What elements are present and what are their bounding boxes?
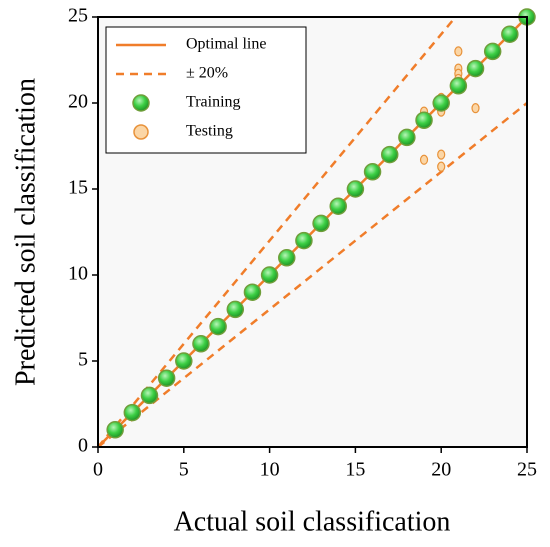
x-tick-label: 5 <box>179 459 189 481</box>
training-point <box>140 386 159 405</box>
x-tick-label: 10 <box>260 459 280 481</box>
training-point <box>295 231 313 250</box>
training-point <box>192 335 210 353</box>
x-tick-label: 20 <box>431 459 451 481</box>
testing-point <box>437 149 446 160</box>
x-tick-label: 25 <box>517 459 537 481</box>
testing-point <box>471 103 480 114</box>
training-point <box>209 317 227 336</box>
reference-line <box>97 102 528 448</box>
training-point <box>260 266 279 284</box>
training-point <box>123 403 142 422</box>
legend-swatch <box>132 94 150 112</box>
training-point <box>329 197 347 215</box>
x-axis-label: Actual soil classification <box>174 506 451 537</box>
training-point <box>312 214 330 233</box>
testing-point <box>437 161 446 172</box>
training-point <box>278 249 296 267</box>
training-point <box>483 42 502 61</box>
training-point <box>398 128 416 147</box>
training-point <box>106 421 124 439</box>
training-point <box>415 111 433 129</box>
training-point <box>466 59 485 78</box>
y-tick-label: 20 <box>68 91 88 113</box>
y-tick-label: 15 <box>68 177 88 199</box>
testing-point <box>454 46 463 57</box>
y-tick-label: 5 <box>78 349 88 371</box>
training-point <box>346 180 365 198</box>
training-point <box>175 352 193 370</box>
x-tick-label: 0 <box>93 459 103 481</box>
legend-text: ± 20% <box>186 65 228 82</box>
testing-point <box>419 154 429 165</box>
training-point <box>226 300 245 319</box>
y-axis-label: Predicted soil classification <box>10 78 41 386</box>
x-tick-label: 15 <box>345 459 365 481</box>
y-tick-label: 0 <box>78 435 88 457</box>
training-point <box>449 77 468 95</box>
plot-frame <box>97 16 528 448</box>
reference-line <box>97 16 457 448</box>
legend-text: Training <box>186 94 241 111</box>
y-tick-label: 25 <box>68 5 88 27</box>
legend-text: Optimal line <box>186 36 266 53</box>
y-tick-label: 10 <box>68 263 88 285</box>
training-point <box>501 25 519 43</box>
legend-text: Testing <box>186 123 233 140</box>
training-point <box>380 145 399 164</box>
legend-swatch <box>133 124 149 140</box>
training-point <box>157 369 176 387</box>
training-point <box>243 283 262 301</box>
training-point <box>432 94 450 112</box>
training-point <box>363 163 382 181</box>
